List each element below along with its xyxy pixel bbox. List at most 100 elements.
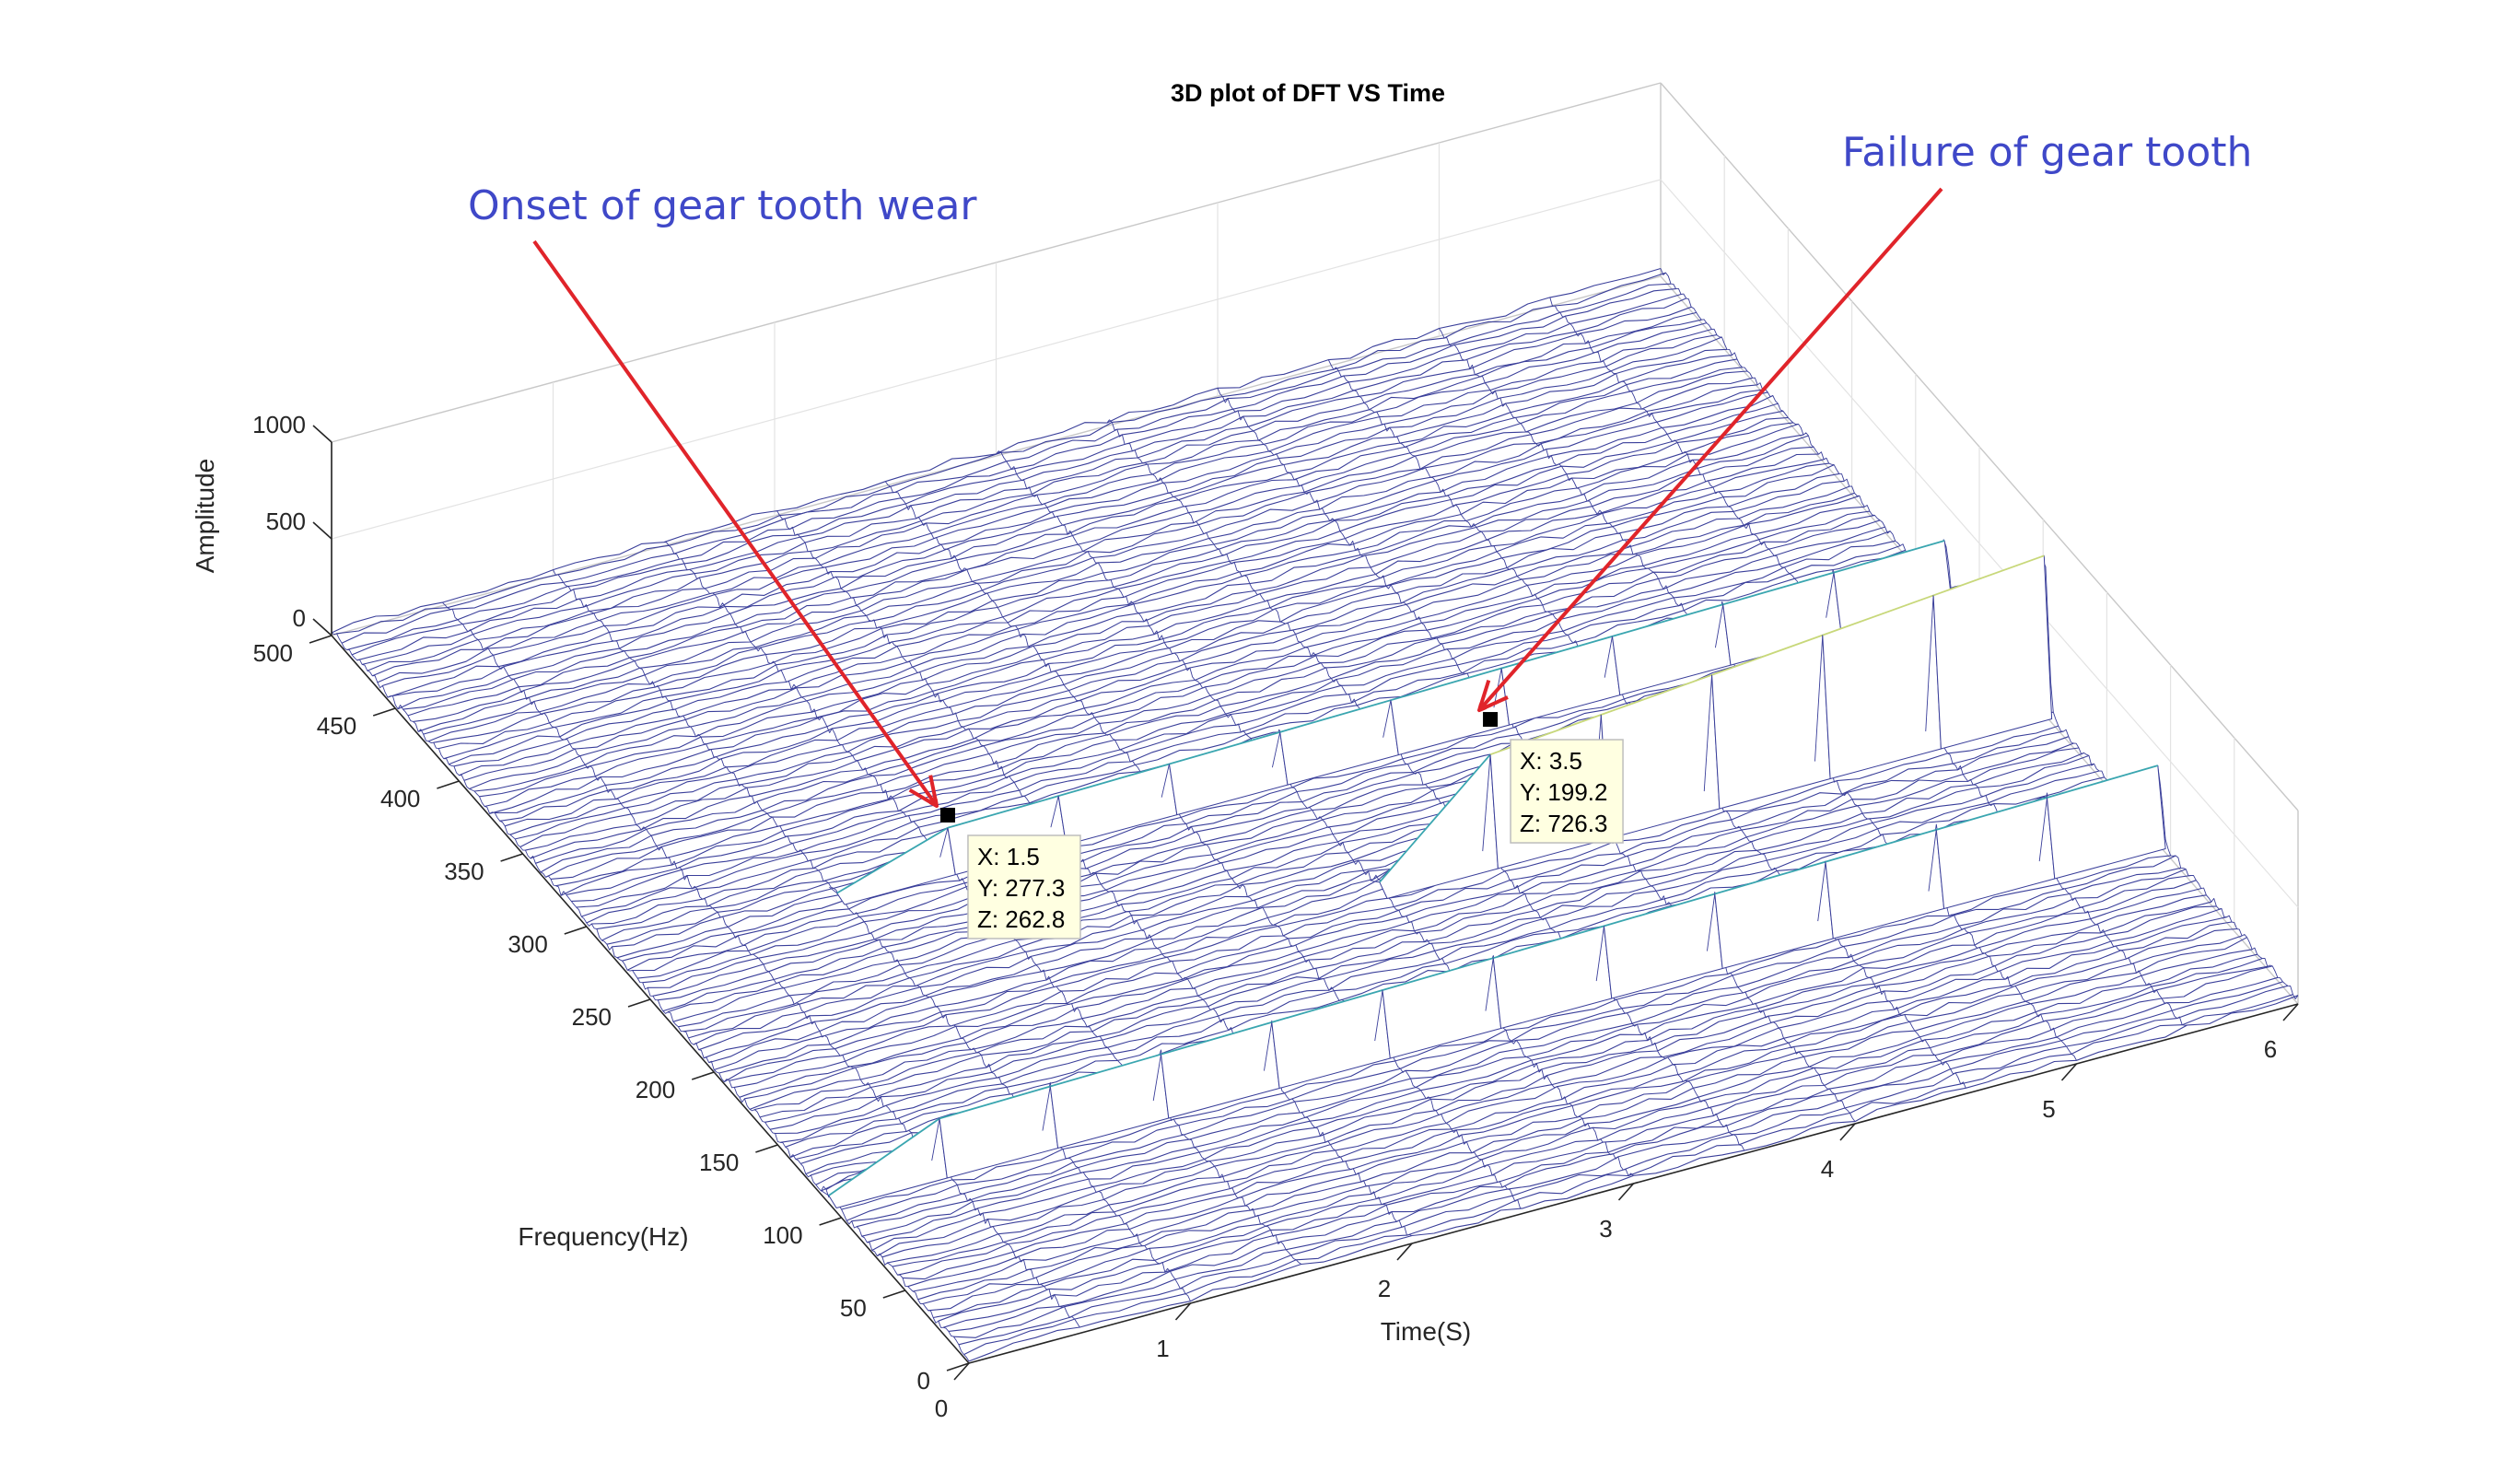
ridge-top-edge (1493, 925, 1604, 960)
ridge-top-edge (1604, 893, 1716, 928)
ridge-panel (836, 827, 956, 905)
datatip-text: X: 3.5 (1520, 747, 1582, 775)
mesh-line-time (367, 311, 1697, 671)
y-tick-label: 500 (253, 639, 293, 667)
ridge-top-edge (1161, 1021, 1273, 1056)
z-tick-label: 500 (266, 508, 306, 535)
y-tick-mark (372, 707, 396, 717)
y-tick-mark (500, 853, 523, 862)
ridge-top-edge (1825, 828, 1937, 863)
z-tick-mark (312, 521, 332, 540)
datatip-text: Y: 199.2 (1520, 778, 1607, 806)
ridge-back-edge (939, 827, 949, 858)
mesh-line-time (938, 965, 2268, 1322)
ridge-panel (1500, 636, 1621, 726)
ridge-panel (1279, 699, 1399, 786)
ridge-panel (1390, 668, 1510, 756)
ridge-top-edge (1932, 554, 2045, 597)
y-tick-label: 150 (699, 1149, 739, 1176)
annotation-text: Failure of gear tooth (1842, 129, 2252, 176)
ridge-back-edge (1925, 595, 1934, 732)
grid-line-amp-back (331, 179, 1662, 540)
mesh-line-freq (1106, 419, 1745, 1151)
ridge-back-edge (829, 886, 837, 894)
ridge-back-edge (931, 1118, 940, 1161)
ridge-top-edge (1050, 1053, 1161, 1088)
ridge-panel (939, 1086, 1059, 1179)
x-tick-mark (2282, 1003, 2299, 1021)
x-tick-mark (1174, 1302, 1192, 1321)
ridge-top-edge (1169, 730, 1280, 765)
y-tick-label: 450 (317, 712, 356, 740)
ridge-back-edge (1707, 893, 1716, 951)
ridge-top-edge (1601, 673, 1712, 716)
annotation-arrowhead (1477, 679, 1509, 712)
y-tick-label: 50 (840, 1294, 867, 1322)
y-tick-mark (437, 780, 460, 789)
ridge-panel (1057, 764, 1178, 846)
ridge-panel (1379, 753, 1499, 899)
x-tick-mark (1396, 1243, 1413, 1261)
x-tick-label: 5 (2042, 1095, 2055, 1123)
mesh-line-time (928, 953, 2258, 1312)
ridge-back-edge (1817, 861, 1826, 922)
ridge-top-edge (939, 1085, 1051, 1120)
mesh-line-freq (441, 601, 1080, 1328)
ridge-top-edge (1279, 699, 1392, 733)
ridge-back-edge (1374, 989, 1383, 1042)
y-tick-mark (309, 635, 332, 644)
y-tick-mark (691, 1071, 715, 1080)
ridge-top-edge (947, 795, 1059, 829)
mesh-line-time (362, 306, 1692, 665)
ridge-back-edge (1161, 764, 1170, 798)
mesh-line-time (754, 752, 2084, 1111)
y-tick-label: 100 (763, 1221, 802, 1249)
ridge-top-edge (1936, 797, 2048, 831)
ridge-top-edge (1271, 989, 1383, 1023)
x-axis-line (968, 1003, 2299, 1364)
mesh-line-freq (331, 632, 970, 1362)
x-tick-label: 4 (1821, 1155, 1834, 1183)
ridge-top-edge (1390, 667, 1502, 702)
y-tick-mark (627, 998, 651, 1008)
mesh-line-freq (553, 569, 1191, 1301)
datatip-text: Y: 277.3 (977, 874, 1065, 902)
ridge-panel (1049, 1054, 1170, 1149)
y-tick-label: 250 (572, 1003, 612, 1031)
ridge-back-edge (1814, 635, 1824, 762)
ridge-top-edge (1382, 957, 1494, 991)
ridge-back-edge (1703, 674, 1713, 792)
mesh-line-time (958, 985, 2289, 1346)
ridge-back-edge (1485, 958, 1494, 1011)
ridge-top-edge (1057, 763, 1170, 797)
ridge-back-edge (821, 1190, 830, 1196)
ridge-top-edge (836, 826, 949, 894)
ridge-top-edge (1822, 594, 1934, 636)
x-tick-label: 6 (2264, 1035, 2277, 1063)
mesh-line-time (968, 995, 2299, 1362)
ridge-back-edge (1050, 796, 1059, 828)
y-tick-mark (819, 1217, 842, 1226)
ridge-back-edge (1714, 604, 1724, 648)
ridge-back-edge (1042, 1086, 1051, 1131)
ridge-back-edge (1482, 754, 1491, 852)
annotation-arrow (532, 239, 937, 806)
y-tick-label: 0 (917, 1367, 930, 1394)
ridge-back-edge (1928, 829, 1937, 892)
ridge-top-edge (2047, 764, 2159, 799)
annotation-text: Onset of gear tooth wear (468, 182, 977, 229)
ridge-top-edge (1489, 714, 1602, 756)
mesh-line-freq (884, 481, 1523, 1209)
x-tick-mark (1839, 1123, 1856, 1141)
annotation-arrow (1479, 187, 1943, 710)
y-tick-label: 350 (444, 858, 484, 885)
x-tick-label: 0 (935, 1394, 948, 1422)
ridge-back-edge (2038, 797, 2048, 862)
x-tick-mark (1617, 1183, 1635, 1201)
mesh-line-time (372, 319, 1702, 677)
datatip-box (967, 834, 1081, 939)
ridge-panel (2047, 764, 2166, 880)
datatip-text: X: 1.5 (977, 843, 1040, 870)
datatip-marker (1483, 712, 1499, 728)
